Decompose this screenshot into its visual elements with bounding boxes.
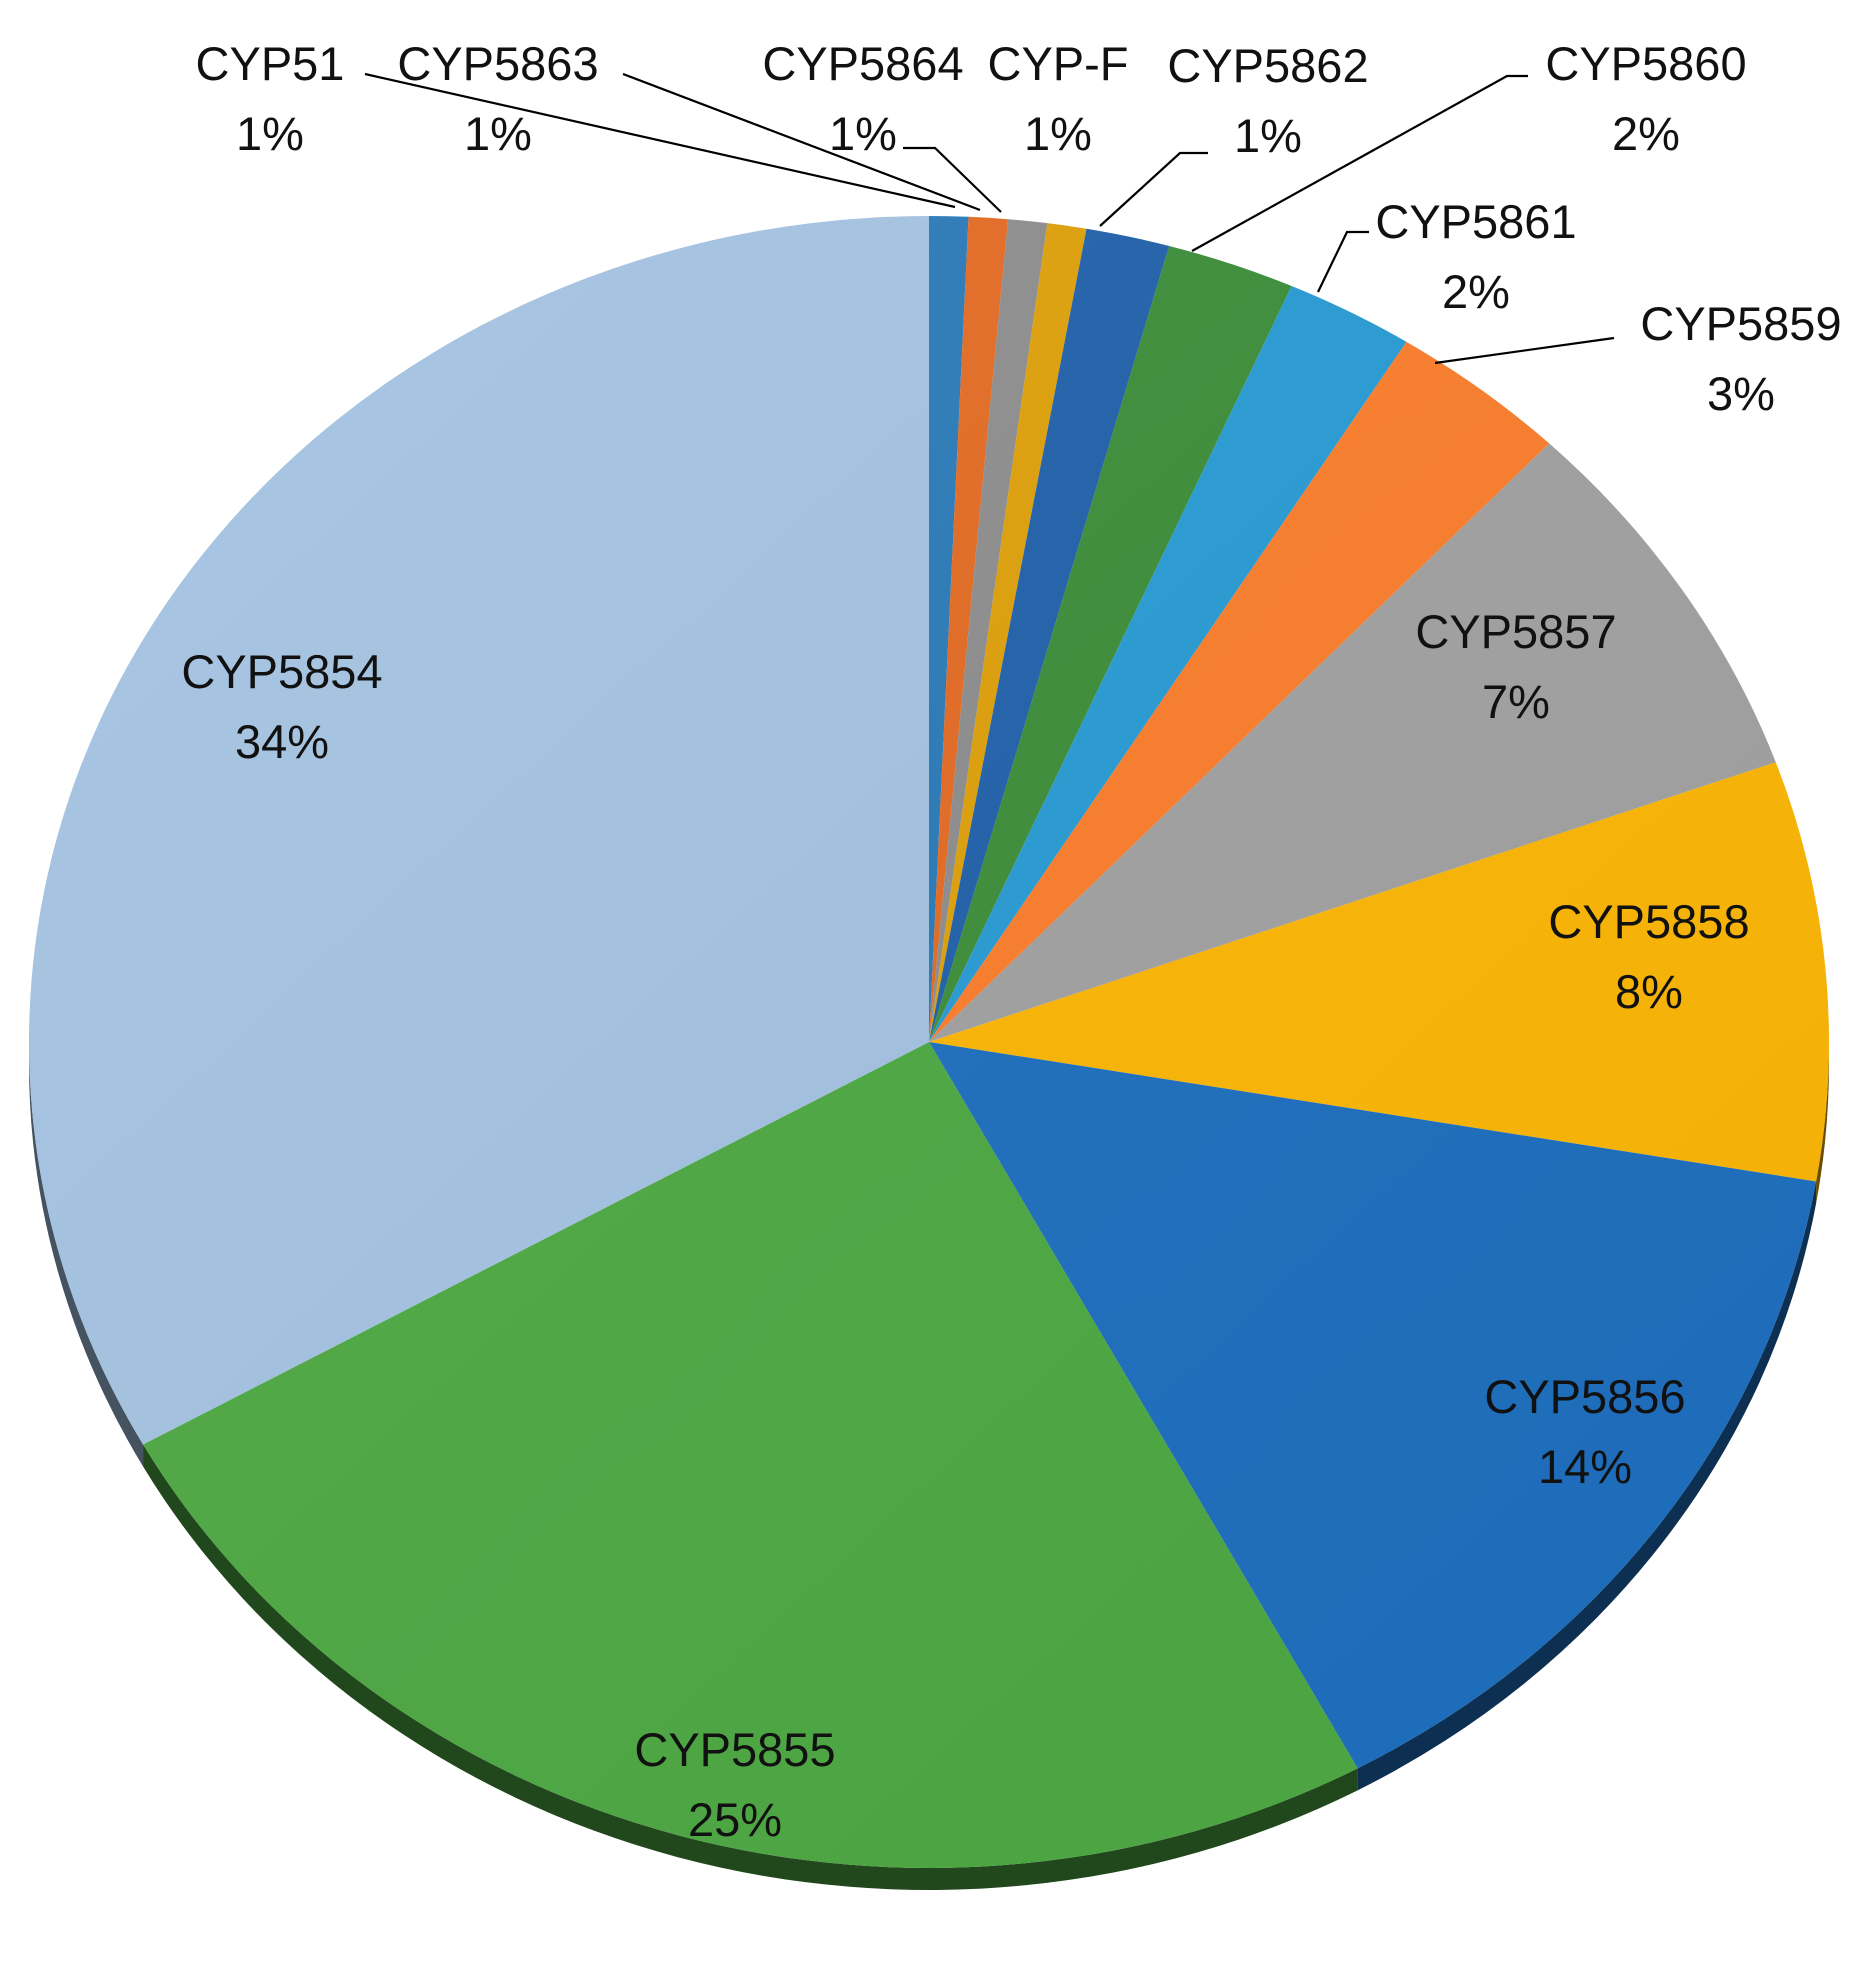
slice-percent-label: 3% (1707, 367, 1775, 420)
pie-sheen (29, 216, 1829, 1868)
slice-label-cyp5864: CYP5864 1% (762, 37, 963, 160)
slice-category-label: CYP5861 (1375, 195, 1576, 248)
leader-line-cyp5864 (903, 146, 1002, 213)
leader-line-cyp5860 (1191, 74, 1528, 252)
slice-label-cyp5854: CYP5854 34% (181, 645, 382, 768)
slice-category-label: CYP5859 (1640, 297, 1841, 350)
slice-percent-label: 1% (236, 107, 304, 160)
leader-lines (364, 72, 1615, 365)
slice-label-cyp5855: CYP5855 25% (634, 1723, 835, 1846)
slice-percent-label: 25% (688, 1793, 782, 1846)
leader-line-cyp5862 (1099, 151, 1208, 227)
slice-category-label: CYP5855 (634, 1723, 835, 1776)
slice-percent-label: 34% (235, 715, 329, 768)
pie-slices (28, 216, 1830, 1869)
slice-percent-label: 2% (1442, 265, 1510, 318)
slice-label-cyp5856: CYP5856 14% (1484, 1370, 1685, 1493)
slice-label-cyp5859: CYP5859 3% (1640, 297, 1841, 420)
slice-percent-label: 1% (1234, 109, 1302, 162)
slice-category-label: CYP5854 (181, 645, 382, 698)
slice-category-label: CYP51 (196, 37, 345, 90)
slice-percent-label: 7% (1482, 675, 1550, 728)
slice-label-cyp-f: CYP-F 1% (988, 37, 1129, 160)
slice-label-cyp5857: CYP5857 7% (1415, 605, 1616, 728)
leader-line-cyp51 (364, 72, 956, 209)
slice-percent-label: 8% (1615, 965, 1683, 1018)
slice-category-label: CYP5862 (1167, 39, 1368, 92)
slice-depth-cyp5858 (1816, 1042, 1829, 1204)
slice-labels: CYP51 1% CYP5863 1% CYP5864 1% CYP-F 1% CYP5862 1… (181, 37, 1841, 1846)
slice-label-cyp5858: CYP5858 8% (1548, 895, 1749, 1018)
slice-percent-label: 14% (1538, 1440, 1632, 1493)
slice-category-label: CYP5856 (1484, 1370, 1685, 1423)
slice-category-label: CYP5864 (762, 37, 963, 90)
slice-label-cyp51: CYP51 1% (196, 37, 345, 160)
slice-label-cyp5862: CYP5862 1% (1167, 39, 1368, 162)
slice-category-label: CYP5857 (1415, 605, 1616, 658)
slice-percent-label: 1% (1024, 107, 1092, 160)
slice-category-label: CYP5863 (397, 37, 598, 90)
slice-label-cyp5863: CYP5863 1% (397, 37, 598, 160)
slice-category-label: CYP5858 (1548, 895, 1749, 948)
slice-category-label: CYP-F (988, 37, 1129, 90)
leader-line-cyp5863 (622, 72, 981, 212)
leader-line-cyp5859 (1434, 336, 1615, 365)
slice-percent-label: 1% (829, 107, 897, 160)
slice-label-cyp5861: CYP5861 2% (1375, 195, 1576, 318)
slice-category-label: CYP5860 (1545, 37, 1746, 90)
slice-label-cyp5860: CYP5860 2% (1545, 37, 1746, 160)
slice-percent-label: 1% (464, 107, 532, 160)
leader-line-cyp5861 (1317, 230, 1369, 293)
slice-percent-label: 2% (1612, 107, 1680, 160)
pie-depth (29, 1042, 1829, 1891)
